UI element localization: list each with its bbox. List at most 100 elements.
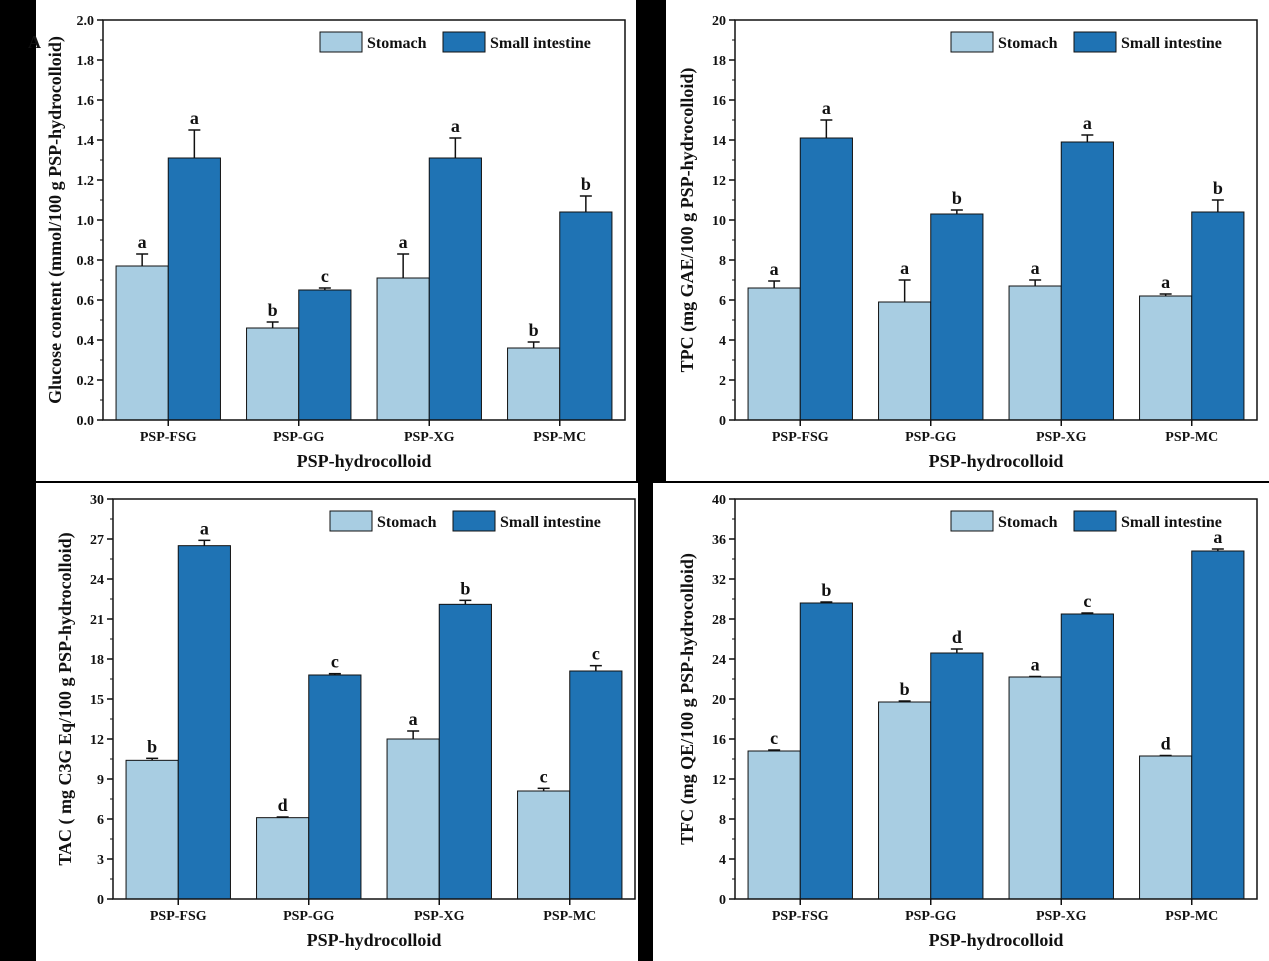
- bar-small-intestine-3: [428, 157, 482, 421]
- bar-small-intestine-3: [1060, 141, 1114, 421]
- significance-label: b: [821, 580, 831, 600]
- significance-label: b: [581, 174, 591, 194]
- bar-stomach-4: [517, 790, 571, 900]
- significance-label: a: [1031, 655, 1040, 675]
- legend-label-stomach: Stomach: [998, 35, 1058, 52]
- bar-small-intestine-1: [799, 602, 853, 900]
- y-tick-label: 2: [719, 374, 726, 389]
- y-tick-label: 0: [719, 414, 726, 429]
- bar-stomach-2: [878, 301, 932, 421]
- bar-small-intestine-3: [438, 603, 492, 900]
- x-category-label: PSP-GG: [905, 909, 956, 924]
- significance-label: d: [278, 795, 288, 815]
- y-tick-label: 0.8: [77, 254, 95, 269]
- significance-label: d: [952, 627, 962, 647]
- y-tick-label: 40: [712, 493, 726, 508]
- x-category-label: PSP-GG: [273, 430, 324, 445]
- x-category-label: PSP-FSG: [150, 909, 207, 924]
- significance-label: c: [770, 728, 778, 748]
- legend: Stomach Small intestine: [950, 31, 1222, 53]
- bar-stomach-2: [246, 327, 300, 421]
- y-tick-label: 4: [719, 853, 726, 868]
- legend-swatch-stomach: [319, 31, 363, 53]
- significance-label: b: [147, 736, 157, 756]
- x-axis-title: PSP-hydrocolloid: [297, 451, 432, 471]
- panel-label: A: [28, 32, 41, 52]
- bar-small-intestine-4: [559, 211, 613, 421]
- significance-label: a: [1031, 258, 1040, 278]
- y-tick-label: 16: [712, 733, 726, 748]
- y-tick-label: 28: [712, 613, 726, 628]
- bar-stomach-1: [125, 759, 179, 900]
- significance-label: c: [321, 266, 329, 286]
- y-tick-label: 9: [97, 773, 104, 788]
- y-tick-label: 24: [712, 653, 726, 668]
- legend-swatch-small-intestine: [452, 510, 496, 532]
- x-category-label: PSP-XG: [414, 909, 465, 924]
- y-tick-label: 3: [97, 853, 104, 868]
- y-axis-title: TFC (mg QE/100 g PSP-hydrocolloid): [677, 553, 698, 845]
- y-tick-label: 30: [90, 493, 104, 508]
- bar-stomach-1: [115, 265, 169, 421]
- y-axis-title: Glucose content (mmol/100 g PSP-hydrocol…: [45, 36, 66, 404]
- y-tick-label: 18: [90, 653, 104, 668]
- x-category-label: PSP-XG: [1036, 430, 1087, 445]
- bar-stomach-4: [1139, 295, 1193, 421]
- bar-stomach-3: [1008, 676, 1062, 900]
- bar-small-intestine-4: [1191, 211, 1245, 421]
- y-tick-label: 1.0: [77, 214, 95, 229]
- x-category-label: PSP-XG: [404, 430, 455, 445]
- significance-label: b: [1213, 178, 1223, 198]
- x-category-label: PSP-FSG: [140, 430, 197, 445]
- y-tick-label: 20: [712, 693, 726, 708]
- chart-panel-1: a b a b a c a b 0.0 0.2 0.4 0.6 0.8 1.0 1.2 1.4 1.6 1.8 2.…: [28, 0, 636, 481]
- legend-label-small-intestine: Small intestine: [490, 35, 591, 52]
- legend-label-small-intestine: Small intestine: [1121, 35, 1222, 52]
- x-axis-title: PSP-hydrocolloid: [929, 451, 1064, 471]
- y-tick-label: 2.0: [77, 14, 95, 29]
- x-category-label: PSP-MC: [1165, 430, 1218, 445]
- bar-stomach-3: [386, 738, 440, 900]
- significance-label: a: [200, 518, 209, 538]
- bar-stomach-3: [1008, 285, 1062, 421]
- y-tick-label: 4: [719, 334, 726, 349]
- y-tick-label: 32: [712, 573, 726, 588]
- chart-panel-2: a a a a a b a b 0 2 4 6 8 10 12 14 16 18 20 PSP-FSG PSP-GG PS…: [666, 0, 1269, 481]
- x-category-label: PSP-GG: [283, 909, 334, 924]
- legend-swatch-stomach: [950, 510, 994, 532]
- significance-label: a: [399, 232, 408, 252]
- significance-label: a: [770, 259, 779, 279]
- bar-stomach-3: [376, 277, 430, 421]
- y-tick-label: 1.4: [77, 134, 95, 149]
- y-tick-label: 18: [712, 54, 726, 69]
- bar-small-intestine-2: [308, 674, 362, 900]
- y-tick-label: 6: [97, 813, 104, 828]
- y-tick-label: 0.6: [77, 294, 95, 309]
- significance-label: a: [900, 258, 909, 278]
- bar-stomach-1: [747, 750, 801, 900]
- bar-stomach-1: [747, 287, 801, 421]
- y-tick-label: 8: [719, 254, 726, 269]
- bar-stomach-4: [507, 347, 561, 421]
- y-tick-label: 6: [719, 294, 726, 309]
- legend: Stomach Small intestine: [950, 510, 1222, 532]
- significance-label: b: [460, 578, 470, 598]
- y-tick-label: 12: [90, 733, 104, 748]
- legend-swatch-small-intestine: [442, 31, 486, 53]
- x-category-label: PSP-MC: [543, 909, 596, 924]
- bar-small-intestine-2: [298, 289, 352, 421]
- legend-label-stomach: Stomach: [377, 514, 437, 531]
- x-category-label: PSP-GG: [905, 430, 956, 445]
- significance-label: b: [952, 188, 962, 208]
- x-axis-title: PSP-hydrocolloid: [929, 930, 1064, 950]
- significance-label: b: [900, 679, 910, 699]
- chart-panel-4: c b a d b d c a 0 4 8 12 16 20 24 28 32 36 40 PSP-FSG PSP-GG…: [653, 483, 1269, 961]
- significance-label: c: [592, 644, 600, 664]
- x-category-label: PSP-XG: [1036, 909, 1087, 924]
- y-tick-label: 8: [719, 813, 726, 828]
- bar-small-intestine-1: [799, 137, 853, 421]
- legend-label-stomach: Stomach: [998, 514, 1058, 531]
- y-tick-label: 15: [90, 693, 104, 708]
- legend-label-small-intestine: Small intestine: [1121, 514, 1222, 531]
- significance-label: b: [268, 300, 278, 320]
